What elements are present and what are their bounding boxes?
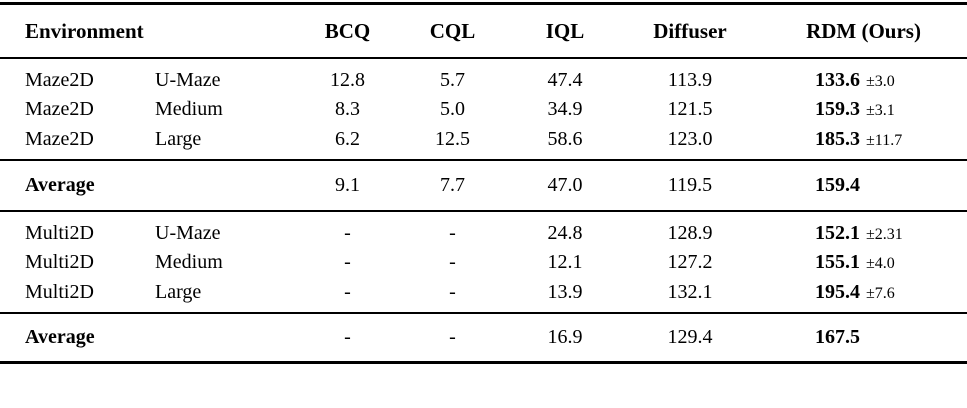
cell-diffuser: 128.9	[667, 221, 713, 244]
cell-bcq: -	[344, 325, 351, 348]
cell-rdm: 185.3 ±11.7	[760, 126, 967, 160]
cell-cql: -	[449, 280, 456, 303]
cell-env: Multi2D	[25, 250, 94, 273]
average-row: Average - - 16.9 129.4 167.5	[0, 313, 967, 362]
rdm-value: 155.1	[815, 250, 861, 273]
table-row: Maze2D Large 6.2 12.5 58.6 123.0 185.3 ±1…	[0, 126, 967, 160]
cell-cql: -	[449, 325, 456, 348]
cell-rdm: 133.6 ±3.0	[760, 58, 967, 92]
cell-env: Multi2D	[25, 221, 94, 244]
cell-iql: 16.9	[547, 325, 583, 348]
maze2d-section: Maze2D U-Maze 12.8 5.7 47.4 113.9 133.6 ±…	[0, 58, 967, 160]
cell-size	[155, 160, 300, 211]
rdm-error: ±7.6	[866, 284, 895, 302]
average-row: Average 9.1 7.7 47.0 119.5 159.4	[0, 160, 967, 211]
cell-rdm: 155.1 ±4.0	[760, 245, 967, 279]
cell-rdm: 152.1 ±2.31	[760, 211, 967, 245]
cell-bcq: 8.3	[335, 97, 361, 120]
cell-size: Medium	[155, 250, 223, 273]
cell-iql: 47.0	[547, 174, 583, 196]
cell-bcq: 6.2	[335, 127, 361, 150]
cell-env: Multi2D	[25, 280, 94, 303]
rdm-value: 159.3	[815, 97, 861, 120]
cell-iql: 58.6	[547, 127, 583, 150]
cell-average-label: Average	[25, 325, 95, 348]
cell-average-label: Average	[25, 174, 95, 196]
table-row: Multi2D Medium - - 12.1 127.2 155.1 ±4.0	[0, 245, 967, 279]
cell-rdm: 159.4	[760, 160, 967, 211]
header-environment: Environment	[25, 18, 144, 43]
header-rdm: RDM (Ours)	[806, 18, 921, 43]
header-row: Environment BCQ CQL IQL Diffuser RDM (Ou…	[0, 4, 967, 58]
cell-size: Large	[155, 127, 202, 150]
cell-env: Maze2D	[25, 127, 94, 150]
maze2d-average-section: Average 9.1 7.7 47.0 119.5 159.4	[0, 160, 967, 211]
rdm-value: 133.6	[815, 68, 861, 91]
cell-cql: 5.0	[440, 97, 466, 120]
cell-size: Large	[155, 280, 202, 303]
rdm-value: 195.4	[815, 280, 861, 303]
cell-cql: -	[449, 250, 456, 273]
cell-diffuser: 132.1	[667, 280, 713, 303]
rdm-value: 159.4	[815, 174, 861, 196]
cell-diffuser: 119.5	[667, 174, 713, 196]
table-row: Multi2D U-Maze - - 24.8 128.9 152.1 ±2.31	[0, 211, 967, 245]
rdm-error: ±11.7	[866, 131, 903, 149]
cell-diffuser: 113.9	[667, 68, 713, 91]
multi2d-average-section: Average - - 16.9 129.4 167.5	[0, 313, 967, 362]
cell-size: Medium	[155, 97, 223, 120]
cell-iql: 34.9	[547, 97, 583, 120]
rdm-value: 185.3	[815, 127, 861, 150]
rdm-error: ±4.0	[866, 254, 895, 272]
cell-diffuser: 129.4	[667, 325, 713, 348]
header-bcq: BCQ	[324, 18, 371, 43]
cell-size	[155, 313, 300, 362]
cell-rdm: 159.3 ±3.1	[760, 92, 967, 126]
cell-cql: 5.7	[440, 68, 466, 91]
table-row: Multi2D Large - - 13.9 132.1 195.4 ±7.6	[0, 279, 967, 313]
cell-rdm: 195.4 ±7.6	[760, 279, 967, 313]
cell-bcq: -	[344, 221, 351, 244]
cell-bcq: 9.1	[335, 174, 361, 196]
results-table: Environment BCQ CQL IQL Diffuser RDM (Ou…	[0, 2, 967, 364]
table-header: Environment BCQ CQL IQL Diffuser RDM (Ou…	[0, 4, 967, 58]
rdm-error: ±2.31	[866, 225, 903, 243]
cell-diffuser: 123.0	[667, 127, 713, 150]
cell-cql: 7.7	[440, 174, 466, 196]
cell-iql: 47.4	[547, 68, 583, 91]
cell-cql: 12.5	[435, 127, 471, 150]
header-cql: CQL	[429, 18, 476, 43]
cell-iql: 12.1	[547, 250, 583, 273]
cell-diffuser: 127.2	[667, 250, 713, 273]
cell-env: Maze2D	[25, 97, 94, 120]
cell-bcq: 12.8	[330, 68, 366, 91]
cell-size: U-Maze	[155, 68, 221, 91]
header-iql: IQL	[545, 18, 585, 43]
cell-diffuser: 121.5	[667, 97, 713, 120]
rdm-error: ±3.0	[866, 72, 895, 90]
cell-size: U-Maze	[155, 221, 221, 244]
cell-rdm: 167.5	[760, 313, 967, 362]
cell-bcq: -	[344, 250, 351, 273]
cell-bcq: -	[344, 280, 351, 303]
multi2d-section: Multi2D U-Maze - - 24.8 128.9 152.1 ±2.31…	[0, 211, 967, 313]
table-row: Maze2D U-Maze 12.8 5.7 47.4 113.9 133.6 ±…	[0, 58, 967, 92]
rdm-value: 152.1	[815, 221, 861, 244]
table-row: Maze2D Medium 8.3 5.0 34.9 121.5 159.3 ±3…	[0, 92, 967, 126]
header-diffuser: Diffuser	[653, 18, 727, 43]
cell-iql: 24.8	[547, 221, 583, 244]
cell-cql: -	[449, 221, 456, 244]
rdm-value: 167.5	[815, 325, 861, 348]
cell-env: Maze2D	[25, 68, 94, 91]
rdm-error: ±3.1	[866, 101, 895, 119]
cell-iql: 13.9	[547, 280, 583, 303]
